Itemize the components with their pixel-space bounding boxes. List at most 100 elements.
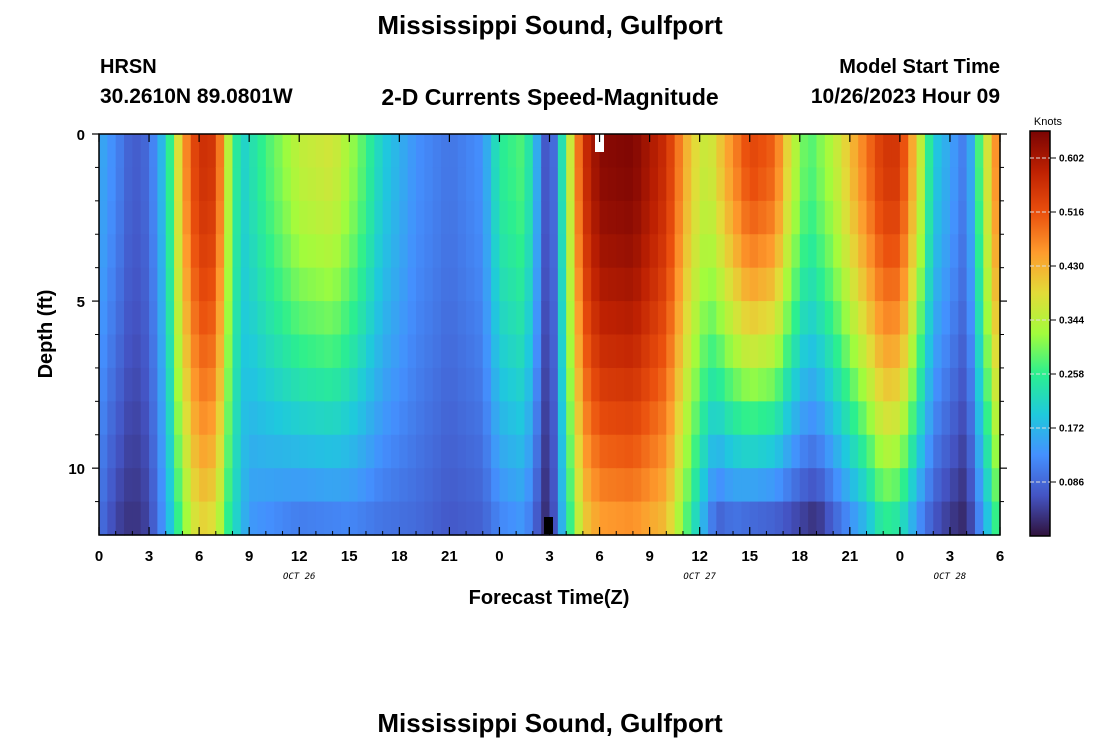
heatmap-cell <box>207 367 217 402</box>
heatmap-cell <box>991 200 1001 235</box>
heatmap-cell <box>549 367 559 402</box>
x-axis-label: Forecast Time(Z) <box>469 587 630 609</box>
heatmap-cell <box>924 167 934 202</box>
heatmap-cell <box>849 334 859 369</box>
heatmap-cell <box>532 434 542 469</box>
heatmap-cell <box>290 334 300 369</box>
heatmap-cell <box>532 134 542 169</box>
heatmap-cell <box>649 234 659 269</box>
heatmap-cell <box>491 267 501 302</box>
heatmap-cell <box>766 267 776 302</box>
heatmap-cell <box>974 468 984 503</box>
heatmap-cell <box>424 167 434 202</box>
heatmap-cell <box>274 468 284 503</box>
heatmap-cell <box>324 301 334 336</box>
heatmap-cell <box>966 401 976 436</box>
heatmap-cell <box>265 434 275 469</box>
heatmap-cell <box>958 401 968 436</box>
heatmap-cell <box>699 134 709 169</box>
heatmap-cell <box>716 200 726 235</box>
heatmap-cell <box>733 501 742 536</box>
heatmap-cell <box>958 334 968 369</box>
heatmap-cell <box>416 301 425 336</box>
heatmap-cell <box>591 367 601 402</box>
heatmap-cell <box>983 334 993 369</box>
heatmap-cell <box>899 234 909 269</box>
heatmap-cell <box>774 334 784 369</box>
heatmap-cell <box>874 434 884 469</box>
heatmap-cell <box>974 501 984 536</box>
heatmap-cell <box>157 434 167 469</box>
heatmap-cell <box>516 167 526 202</box>
heatmap-cell <box>165 434 175 469</box>
heatmap-cell <box>899 167 909 202</box>
heatmap-cell <box>407 334 417 369</box>
heatmap-cell <box>908 468 918 503</box>
y-tick-label: 10 <box>68 461 85 478</box>
heatmap-cell <box>958 434 968 469</box>
heatmap-cell <box>649 334 659 369</box>
heatmap-cell <box>207 434 217 469</box>
heatmap-cell <box>407 434 417 469</box>
heatmap-cell <box>390 501 400 536</box>
heatmap-cell <box>874 267 884 302</box>
heatmap-cell <box>891 167 901 202</box>
heatmap-cell <box>541 134 551 169</box>
heatmap-cell <box>416 200 425 235</box>
heatmap-cell <box>332 401 342 436</box>
heatmap-cell <box>708 434 717 469</box>
heatmap-cell <box>157 267 167 302</box>
heatmap-cell <box>891 401 901 436</box>
heatmap-cell <box>165 267 175 302</box>
heatmap-cell <box>808 334 818 369</box>
heatmap-cell <box>482 501 492 536</box>
x-tick-label: 21 <box>441 548 458 565</box>
heatmap-cell <box>224 334 234 369</box>
heatmap-cell <box>716 334 726 369</box>
heatmap-cell <box>265 234 275 269</box>
heatmap-cell <box>507 267 517 302</box>
heatmap-cell <box>949 334 959 369</box>
heatmap-cell <box>841 167 851 202</box>
heatmap-cell <box>182 167 192 202</box>
heatmap-cell <box>282 468 292 503</box>
y-tick-label: 5 <box>77 294 85 311</box>
heatmap-cell <box>741 234 751 269</box>
heatmap-cell <box>499 134 509 169</box>
heatmap-cell <box>983 267 993 302</box>
heatmap-cell <box>924 468 934 503</box>
heatmap-cell <box>974 267 984 302</box>
heatmap-cell <box>240 200 250 235</box>
heatmap-cell <box>115 267 125 302</box>
heatmap-cell <box>532 301 542 336</box>
heatmap-cell <box>315 367 325 402</box>
heatmap-cell <box>491 167 501 202</box>
heatmap-cell <box>124 401 133 436</box>
heatmap-cell <box>841 267 851 302</box>
heatmap-cell <box>891 267 901 302</box>
heatmap-cell <box>774 234 784 269</box>
heatmap-cell <box>466 301 476 336</box>
heatmap-cell <box>516 367 526 402</box>
heatmap-cell <box>257 501 267 536</box>
heatmap-cell <box>232 434 242 469</box>
heatmap-cell <box>632 334 642 369</box>
heatmap-cell <box>674 301 684 336</box>
heatmap-cell <box>566 301 576 336</box>
heatmap-cell <box>749 501 759 536</box>
heatmap-cell <box>708 468 717 503</box>
heatmap-cell <box>724 267 734 302</box>
heatmap-cell <box>182 267 192 302</box>
heatmap-cell <box>199 234 209 269</box>
heatmap-cell <box>724 434 734 469</box>
heatmap-cell <box>724 501 734 536</box>
heatmap-cell <box>124 267 133 302</box>
heatmap-cell <box>507 434 517 469</box>
heatmap-cell <box>949 501 959 536</box>
heatmap-cell <box>616 401 626 436</box>
heatmap-cell <box>758 434 767 469</box>
heatmap-cell <box>532 367 542 402</box>
heatmap-cell <box>474 234 484 269</box>
heatmap-cell <box>699 334 709 369</box>
heatmap-cell <box>207 501 217 536</box>
